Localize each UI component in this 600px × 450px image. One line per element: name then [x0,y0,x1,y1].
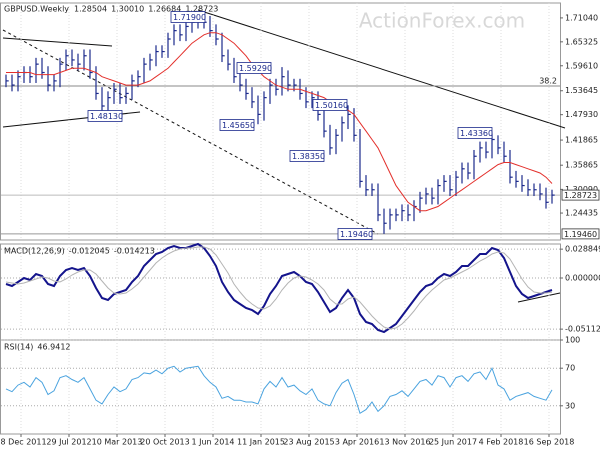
y-tick-label: 70 [565,364,575,373]
y-tick-label: 1.47930 [565,110,598,119]
trendline [197,9,566,129]
annotation-label: 1.50160 [315,101,348,110]
panel-frame [0,2,561,241]
title-value: 1.28723 [185,5,218,14]
price-tag-label: 1.28723 [564,191,597,200]
title-value: 1.26684 [148,5,181,14]
price-tag [561,189,600,201]
indicator-line [5,365,553,415]
price-tag-label: 1.19460 [564,230,597,239]
annotation-label: 1.71900 [173,13,206,22]
annotation-label: 1.38350 [292,152,325,161]
panel-title: RSI(14) [4,343,33,352]
x-tick-label: 25 Jun 2017 [429,438,477,447]
indicator-line [5,246,553,330]
annotation-box [87,110,123,122]
watermark: ActionForex.com [359,9,525,33]
annotation-box [236,62,272,74]
y-tick-label: 1.24435 [565,209,598,218]
title-value: 1.28504 [74,5,107,14]
panel-title: MACD(12,26,9) [4,247,65,256]
annotation-label: 1.43360 [460,129,493,138]
annotation-box [170,11,206,23]
panel-value: -0.014213 [114,247,155,256]
y-tick-label: 100 [565,336,580,345]
fib-label: 38.2 [539,77,557,86]
annotation-box [219,119,255,131]
title-value: 1.30010 [111,5,144,14]
x-tick-label: 13 Nov 2016 [379,438,430,447]
annotation-box [457,127,493,139]
x-tick-label: 3 Apr 2016 [335,438,379,447]
panel-value: -0.012045 [69,247,110,256]
annotation-box [337,228,373,240]
x-tick-label: 11 Jan 2015 [237,438,285,447]
trendline [2,29,379,235]
y-tick-label: 30 [565,401,575,410]
y-tick-label: 1.59610 [565,61,598,70]
annotation-label: 1.48130 [90,112,123,121]
x-tick-label: 4 Feb 2018 [479,438,524,447]
y-tick-label: 1.65325 [565,37,598,46]
y-tick-label: 0.000000 [565,274,600,283]
y-tick-label: 1.41865 [565,136,598,145]
x-tick-label: 20 Oct 2013 [140,438,189,447]
annotation-box [289,150,325,162]
y-tick-label: 0.028849 [565,245,600,254]
y-tick-label: 1.71040 [565,13,598,22]
y-tick-label: 1.53645 [565,86,598,95]
x-tick-label: 1 Jun 2014 [191,438,234,447]
annotation-box [312,99,348,111]
moving-average [6,32,553,212]
indicator-line [5,242,553,334]
x-tick-label: 18 Dec 2011 [0,438,47,447]
x-tick-label: 10 Mar 2013 [92,438,143,447]
x-tick-label: 23 Aug 2015 [283,438,334,447]
macd-trendline [517,292,561,303]
annotation-label: 1.59290 [239,64,272,73]
chart-title: GBPUSD.Weekly [4,5,69,14]
annotation-label: 1.45650 [222,121,255,130]
y-tick-label: -0.051125 [565,325,600,334]
panel-value: 46.9412 [37,343,70,352]
annotation-label: 1.19460 [340,230,373,239]
x-tick-label: 16 Sep 2018 [524,438,575,447]
x-tick-label: 29 Jul 2012 [46,438,91,447]
y-tick-label: 1.35865 [565,161,598,170]
y-tick-label: 1.30090 [565,185,598,194]
price-tag [561,228,600,240]
